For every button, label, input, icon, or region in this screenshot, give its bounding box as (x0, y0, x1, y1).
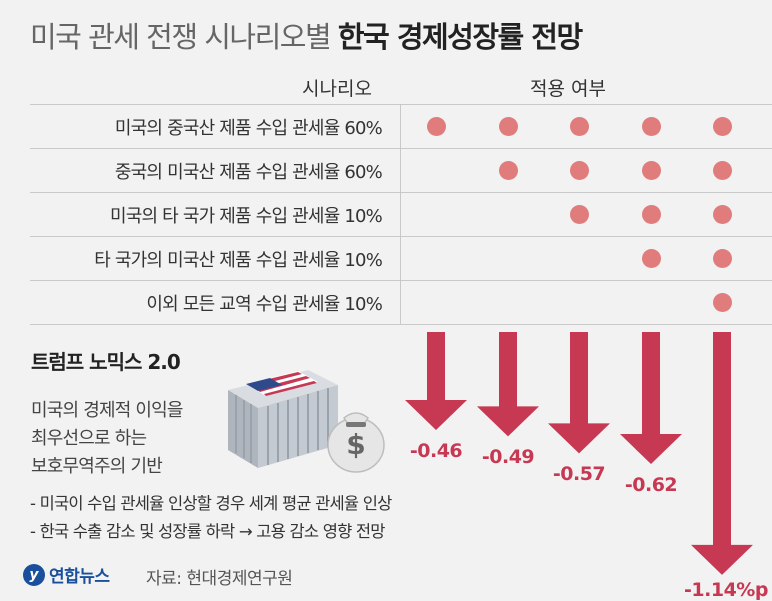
trumponomics-heading: 트럼프 노믹스 2.0 (31, 350, 181, 374)
row-separator (30, 280, 772, 281)
applied-dot (569, 116, 589, 136)
growth-arrow (548, 332, 610, 454)
note-2: - 한국 수출 감소 및 성장률 하락 → 고용 감소 영향 전망 (30, 522, 385, 541)
growth-arrow (405, 332, 467, 430)
table-header-line (30, 104, 772, 105)
growth-arrow (477, 332, 539, 437)
desc-line-1: 미국의 경제적 이익을 (31, 400, 183, 421)
growth-value-label: -1.14%p (684, 578, 768, 601)
row-separator (30, 236, 772, 237)
money-bag-icon: $ (327, 412, 385, 473)
title-bold: 한국 경제성장률 전망 (337, 20, 583, 54)
row-separator (30, 148, 772, 149)
row-separator (30, 192, 772, 193)
logo-text: 연합뉴스 (49, 567, 110, 587)
growth-value-label: -0.57 (552, 463, 606, 486)
growth-value-label: -0.49 (481, 446, 535, 469)
applied-dot (712, 160, 732, 180)
growth-value-label: -0.62 (624, 474, 678, 497)
header-apply: 적용 여부 (530, 78, 606, 100)
growth-arrow (620, 332, 682, 465)
table-divider (400, 104, 401, 324)
applied-dot (569, 204, 589, 224)
applied-dot (498, 116, 518, 136)
container-illustration: $ (228, 370, 385, 473)
scenario-row-label: 미국의 중국산 제품 수입 관세율 60% (114, 118, 383, 139)
desc-line-3: 보호무역주의 기반 (31, 456, 163, 477)
us-flag-icon (246, 371, 318, 396)
desc-line-2: 최우선으로 하는 (31, 428, 147, 449)
scenario-row-label: 중국의 미국산 제품 수입 관세율 60% (114, 162, 383, 183)
chart-title: 미국 관세 전쟁 시나리오별 한국 경제성장률 전망 (30, 14, 583, 56)
growth-value-label: -0.46 (409, 439, 463, 462)
applied-dot (712, 292, 732, 312)
svg-text:$: $ (346, 428, 365, 461)
scenario-row-label: 타 국가의 미국산 제품 수입 관세율 10% (94, 250, 383, 271)
applied-dot (498, 160, 518, 180)
logo-mark: y (23, 563, 45, 586)
applied-dot (641, 248, 661, 268)
applied-dot (641, 116, 661, 136)
applied-dot (712, 116, 732, 136)
scenario-row-label: 미국의 타 국가 제품 수입 관세율 10% (109, 206, 383, 227)
source-text: 자료: 현대경제연구원 (146, 569, 293, 589)
row-separator (30, 324, 772, 325)
yonhap-logo: y 연합뉴스 (23, 562, 110, 587)
note-1: - 미국이 수입 관세율 인상할 경우 세계 평균 관세율 인상 (30, 494, 392, 513)
applied-dot (712, 204, 732, 224)
applied-dot (426, 116, 446, 136)
growth-arrow (691, 332, 753, 575)
title-light: 미국 관세 전쟁 시나리오별 (30, 20, 332, 54)
scenario-row-label: 이외 모든 교역 수입 관세율 10% (146, 294, 382, 315)
applied-dot (641, 160, 661, 180)
header-scenario: 시나리오 (302, 78, 372, 100)
applied-dot (712, 248, 732, 268)
applied-dot (641, 204, 661, 224)
applied-dot (569, 160, 589, 180)
